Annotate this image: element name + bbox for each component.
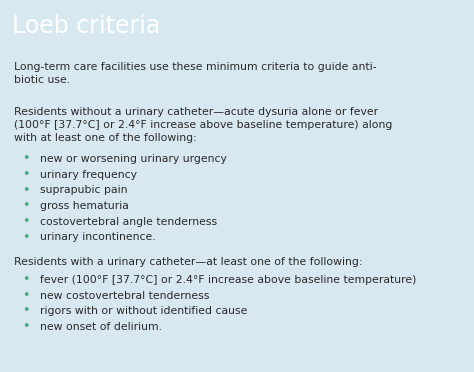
Text: •: • (22, 273, 30, 286)
Text: Residents without a urinary catheter—acute dysuria alone or fever
(100°F [37.7°C: Residents without a urinary catheter—acu… (14, 107, 392, 142)
Text: •: • (22, 153, 30, 165)
Text: •: • (22, 168, 30, 181)
Text: fever (100°F [37.7°C] or 2.4°F increase above baseline temperature): fever (100°F [37.7°C] or 2.4°F increase … (40, 275, 417, 285)
Text: new or worsening urinary urgency: new or worsening urinary urgency (40, 154, 227, 164)
Text: new onset of delirium.: new onset of delirium. (40, 322, 162, 332)
Text: Long-term care facilities use these minimum criteria to guide anti-
biotic use.: Long-term care facilities use these mini… (14, 62, 377, 85)
Text: costovertebral angle tenderness: costovertebral angle tenderness (40, 217, 218, 227)
Text: •: • (22, 215, 30, 228)
Text: •: • (22, 199, 30, 212)
Text: rigors with or without identified cause: rigors with or without identified cause (40, 306, 247, 316)
Text: •: • (22, 289, 30, 302)
Text: suprapubic pain: suprapubic pain (40, 185, 128, 195)
Text: urinary frequency: urinary frequency (40, 170, 137, 180)
Text: Residents with a urinary catheter—at least one of the following:: Residents with a urinary catheter—at lea… (14, 257, 363, 267)
Text: •: • (22, 320, 30, 333)
Text: gross hematuria: gross hematuria (40, 201, 129, 211)
Text: Loeb criteria: Loeb criteria (12, 14, 160, 38)
Text: new costovertebral tenderness: new costovertebral tenderness (40, 291, 210, 301)
Text: •: • (22, 304, 30, 317)
Text: •: • (22, 231, 30, 244)
Text: •: • (22, 184, 30, 197)
Text: urinary incontinence.: urinary incontinence. (40, 232, 156, 243)
